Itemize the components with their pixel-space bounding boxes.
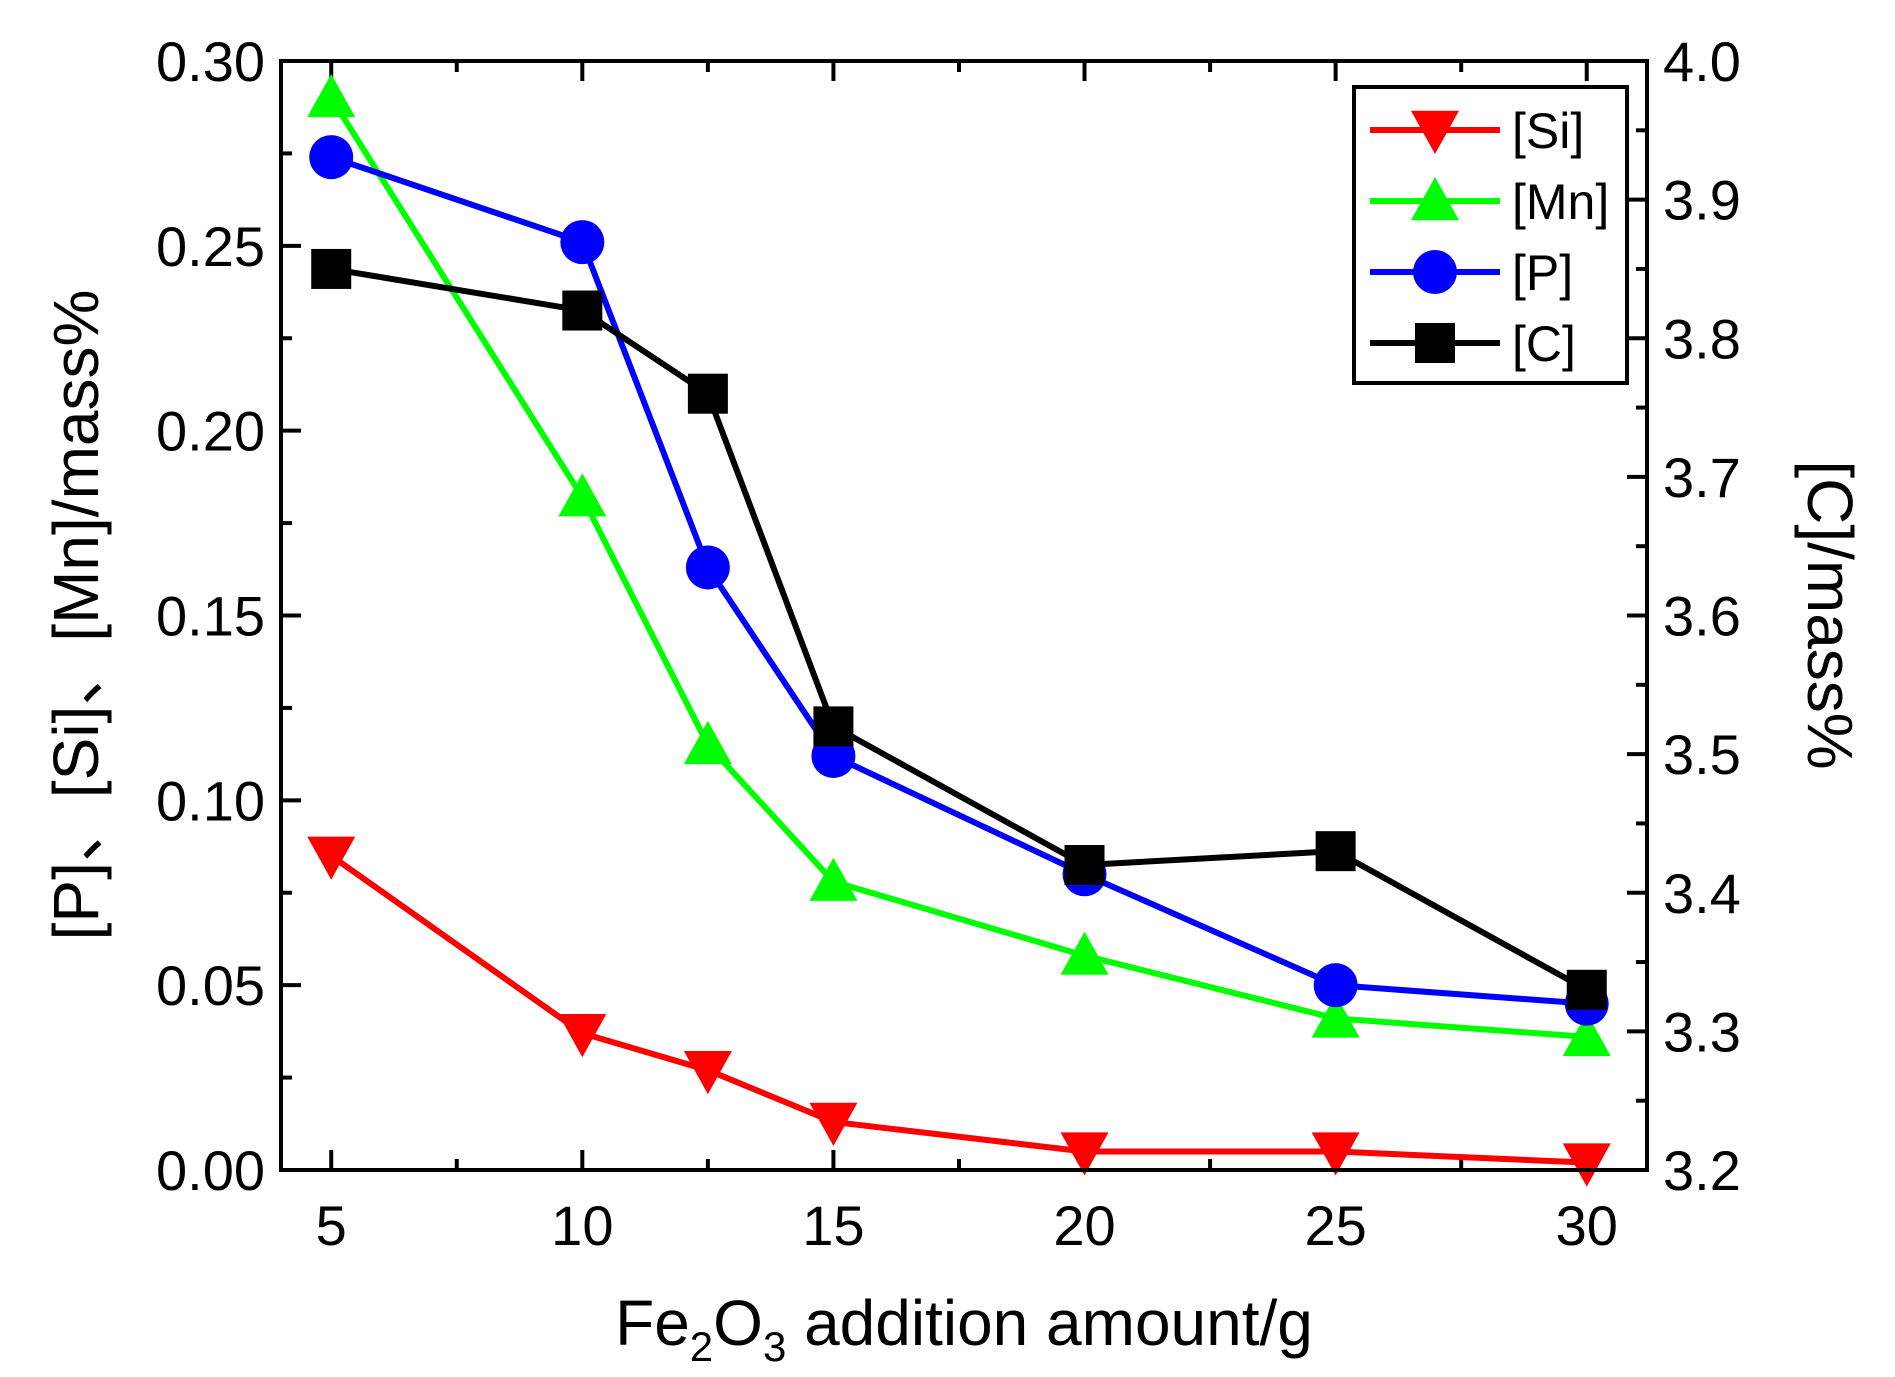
data-point-c — [1566, 969, 1607, 1010]
data-point-p — [309, 135, 354, 180]
legend-label-mn: [Mn] — [1512, 174, 1609, 230]
y-axis-left-title: [P]、[Si]、[Mn]/mass% — [40, 290, 112, 941]
y-right-tick-label: 3.6 — [1663, 585, 1741, 648]
y-left-tick-label: 0.30 — [156, 30, 265, 93]
y-axis-right-title: [C]/mass% — [1794, 460, 1866, 769]
x-tick-label: 5 — [316, 1194, 347, 1257]
y-right-tick-label: 3.9 — [1663, 169, 1741, 232]
data-point-p — [1313, 963, 1358, 1008]
data-point-c — [687, 373, 728, 414]
data-point-p — [685, 545, 730, 590]
data-point-si — [307, 836, 356, 880]
y-left-tick-label: 0.15 — [156, 585, 265, 648]
x-tick-label: 10 — [551, 1194, 613, 1257]
legend-label-c: [C] — [1512, 316, 1576, 372]
legend-marker-p — [1413, 250, 1457, 294]
data-point-c — [1315, 831, 1356, 872]
x-tick-label: 30 — [1556, 1194, 1618, 1257]
series-line-si — [329, 853, 1587, 1166]
x-tick-label: 15 — [802, 1194, 864, 1257]
legend-marker-si — [1411, 110, 1459, 154]
data-point-c — [311, 248, 352, 289]
y-left-tick-label: 0.20 — [156, 400, 265, 463]
y-right-tick-label: 3.2 — [1663, 1139, 1741, 1202]
y-left-tick-label: 0.05 — [156, 954, 265, 1017]
x-axis-title-mid: O — [713, 1287, 763, 1359]
data-point-mn — [683, 720, 732, 765]
data-point-c — [1064, 845, 1105, 886]
plot-frame — [279, 59, 1649, 1172]
y-left-tick-label: 0.10 — [156, 769, 265, 832]
data-point-si — [683, 1050, 732, 1095]
legend-marker-c — [1415, 323, 1455, 363]
x-axis-title-post: addition amount/g — [786, 1287, 1313, 1359]
legend-label-p: [P] — [1512, 245, 1573, 301]
data-point-mn — [1060, 931, 1109, 975]
data-point-mn — [307, 73, 356, 118]
x-axis-title-pre: Fe — [615, 1287, 690, 1359]
y-right-tick-label: 3.5 — [1663, 723, 1741, 786]
y-right-tick-label: 3.8 — [1663, 307, 1741, 370]
x-axis-title-sub2: 3 — [763, 1323, 786, 1370]
data-point-si — [1060, 1132, 1109, 1176]
data-point-c — [813, 706, 854, 747]
legend: [Si] [Mn] [P] [C] — [1352, 85, 1629, 385]
x-tick-label: 25 — [1304, 1194, 1366, 1257]
y-right-tick-label: 3.3 — [1663, 1000, 1741, 1063]
y-right-tick-label: 4.0 — [1663, 30, 1741, 93]
data-point-si — [1311, 1132, 1360, 1176]
data-point-p — [560, 220, 605, 265]
data-point-mn — [1311, 994, 1360, 1038]
data-point-mn — [1562, 1012, 1611, 1057]
tick-labels-layer: 5 10 15 20 25 30 0.00 0.05 0.10 0.15 0.20 0.25 0.30 3… — [156, 30, 1741, 1257]
data-point-c — [562, 290, 603, 331]
series-layer — [307, 73, 1611, 1187]
x-tick-label: 20 — [1053, 1194, 1115, 1257]
y-right-tick-label: 3.4 — [1663, 862, 1741, 925]
y-left-tick-label: 0.25 — [156, 215, 265, 278]
y-right-tick-label: 3.7 — [1663, 446, 1741, 509]
data-point-mn — [558, 473, 607, 517]
legend-label-si: [Si] — [1512, 103, 1584, 159]
data-point-mn — [809, 857, 858, 901]
data-point-si — [809, 1102, 858, 1146]
y-left-tick-label: 0.00 — [156, 1139, 265, 1202]
data-point-si — [1562, 1143, 1611, 1187]
legend-box — [1352, 85, 1629, 385]
data-point-si — [558, 1014, 607, 1058]
x-axis-title-sub1: 2 — [690, 1323, 713, 1370]
legend-marker-mn — [1411, 177, 1459, 221]
x-axis-title: Fe2O3 addition amount/g — [615, 1287, 1313, 1370]
